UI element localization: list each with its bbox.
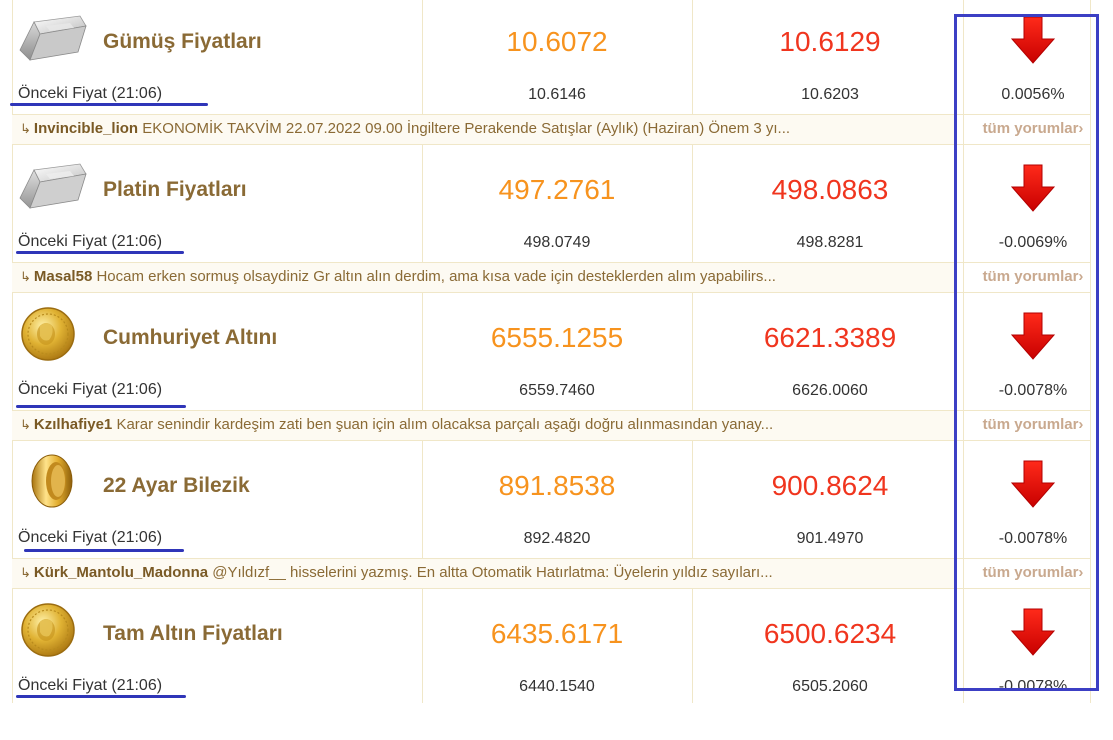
row-divider [12, 144, 1090, 145]
annotation-underline [16, 405, 186, 408]
grid-line [963, 0, 964, 703]
previous-price-label: Önceki Fiyat (21:06) [18, 677, 163, 694]
buy-price: 6435.6171 [490, 618, 624, 649]
product-title[interactable]: Cumhuriyet Altını [103, 326, 278, 349]
latest-comment[interactable]: ↳ Masal58 Hocam erken sormuş olsaydiniz G… [12, 262, 956, 292]
change-percent: -0.0078% [998, 382, 1068, 399]
previous-buy-price: 6559.7460 [519, 382, 595, 399]
change-column-highlight [954, 14, 1099, 691]
gold-coin-icon [18, 600, 88, 658]
change-percent: -0.0078% [998, 530, 1068, 547]
grid-line [12, 0, 13, 703]
buy-price: 10.6072 [506, 26, 608, 57]
row-divider [12, 114, 1090, 115]
all-comments-link[interactable]: tüm yorumlar› [982, 120, 1084, 137]
reply-arrow-icon: ↳ [20, 121, 31, 136]
reply-arrow-icon: ↳ [20, 269, 31, 284]
row-divider [12, 292, 1090, 293]
previous-price-label: Önceki Fiyat (21:06) [18, 381, 163, 398]
down-arrow-icon [1010, 459, 1056, 509]
previous-buy-price: 498.0749 [523, 234, 591, 251]
previous-price-label: Önceki Fiyat (21:06) [18, 85, 163, 102]
price-table: Gümüş Fiyatları 10.6072 10.6129 Önceki F… [0, 0, 1113, 703]
latest-comment[interactable]: ↳ Kzılhafiye1 Karar senindir kardeşim zat… [12, 410, 956, 440]
sell-price: 6500.6234 [763, 618, 897, 649]
previous-buy-price: 6440.1540 [519, 678, 595, 695]
price-row: Platin Fiyatları 497.2761 498.0863 Öncek… [0, 148, 1113, 296]
row-divider [12, 558, 1090, 559]
comment-user[interactable]: Invincible_lion [33, 120, 139, 137]
grid-line [422, 0, 423, 703]
previous-sell-price: 901.4970 [796, 530, 864, 547]
latest-comment[interactable]: ↳ Kürk_Mantolu_Madonna @Yıldızf__ hissele… [12, 558, 956, 588]
platinum-bar-icon [18, 156, 88, 214]
annotation-underline [16, 695, 186, 698]
change-percent: -0.0069% [998, 234, 1068, 251]
comment-text[interactable]: EKONOMİK TAKVİM 22.07.2022 09.00 İngilte… [142, 120, 791, 137]
row-divider [12, 440, 1090, 441]
comment-text[interactable]: @Yıldızf__ hisselerini yazmış. En altta … [212, 564, 773, 581]
annotation-underline [24, 549, 184, 552]
down-arrow-icon [1010, 311, 1056, 361]
previous-sell-price: 6626.0060 [792, 382, 868, 399]
previous-buy-price: 10.6146 [528, 86, 586, 103]
down-arrow-icon [1010, 607, 1056, 657]
down-arrow-icon [1010, 15, 1056, 65]
product-title[interactable]: 22 Ayar Bilezik [103, 474, 250, 497]
reply-arrow-icon: ↳ [20, 565, 31, 580]
change-percent: 0.0056% [1001, 86, 1065, 103]
previous-price-label: Önceki Fiyat (21:06) [18, 233, 163, 250]
annotation-underline [16, 251, 184, 254]
latest-comment[interactable]: ↳ Invincible_lion EKONOMİK TAKVİM 22.07.2… [12, 114, 956, 144]
buy-price: 891.8538 [498, 470, 616, 501]
row-divider [12, 262, 1090, 263]
comment-user[interactable]: Kzılhafiye1 [33, 416, 113, 433]
sell-price: 6621.3389 [763, 322, 897, 353]
comment-text[interactable]: Karar senindir kardeşim zati ben şuan iç… [116, 416, 774, 433]
sell-price: 498.0863 [771, 174, 889, 205]
previous-buy-price: 892.4820 [523, 530, 591, 547]
all-comments-link[interactable]: tüm yorumlar› [982, 268, 1084, 285]
row-divider [12, 588, 1090, 589]
buy-price: 497.2761 [498, 174, 616, 205]
previous-price-label: Önceki Fiyat (21:06) [18, 529, 163, 546]
comment-user[interactable]: Masal58 [33, 268, 93, 285]
all-comments-link[interactable]: tüm yorumlar› [982, 564, 1084, 581]
buy-price: 6555.1255 [490, 322, 624, 353]
grid-line [1090, 0, 1091, 703]
gold-bracelet-icon [18, 452, 88, 510]
reply-arrow-icon: ↳ [20, 417, 31, 432]
all-comments-link[interactable]: tüm yorumlar› [982, 416, 1084, 433]
product-title[interactable]: Gümüş Fiyatları [103, 30, 262, 53]
grid-line [692, 0, 693, 703]
product-title[interactable]: Tam Altın Fiyatları [103, 622, 283, 645]
annotation-underline [10, 103, 208, 106]
down-arrow-icon [1010, 163, 1056, 213]
previous-sell-price: 10.6203 [801, 86, 859, 103]
gold-coin-icon [18, 304, 88, 362]
silver-bar-icon [18, 8, 88, 66]
row-divider [12, 410, 1090, 411]
price-row: Gümüş Fiyatları 10.6072 10.6129 Önceki F… [0, 0, 1113, 148]
sell-price: 900.8624 [771, 470, 889, 501]
sell-price: 10.6129 [779, 26, 881, 57]
comment-text[interactable]: Hocam erken sormuş olsaydiniz Gr altın a… [96, 268, 776, 285]
previous-sell-price: 6505.2060 [792, 678, 868, 695]
product-title[interactable]: Platin Fiyatları [103, 178, 247, 201]
price-row: 22 Ayar Bilezik 891.8538 900.8624 Önceki… [0, 444, 1113, 592]
price-row: Cumhuriyet Altını 6555.1255 6621.3389 Ön… [0, 296, 1113, 444]
price-row: Tam Altın Fiyatları 6435.6171 6500.6234 … [0, 592, 1113, 740]
previous-sell-price: 498.8281 [796, 234, 864, 251]
comment-user[interactable]: Kürk_Mantolu_Madonna [33, 564, 209, 581]
